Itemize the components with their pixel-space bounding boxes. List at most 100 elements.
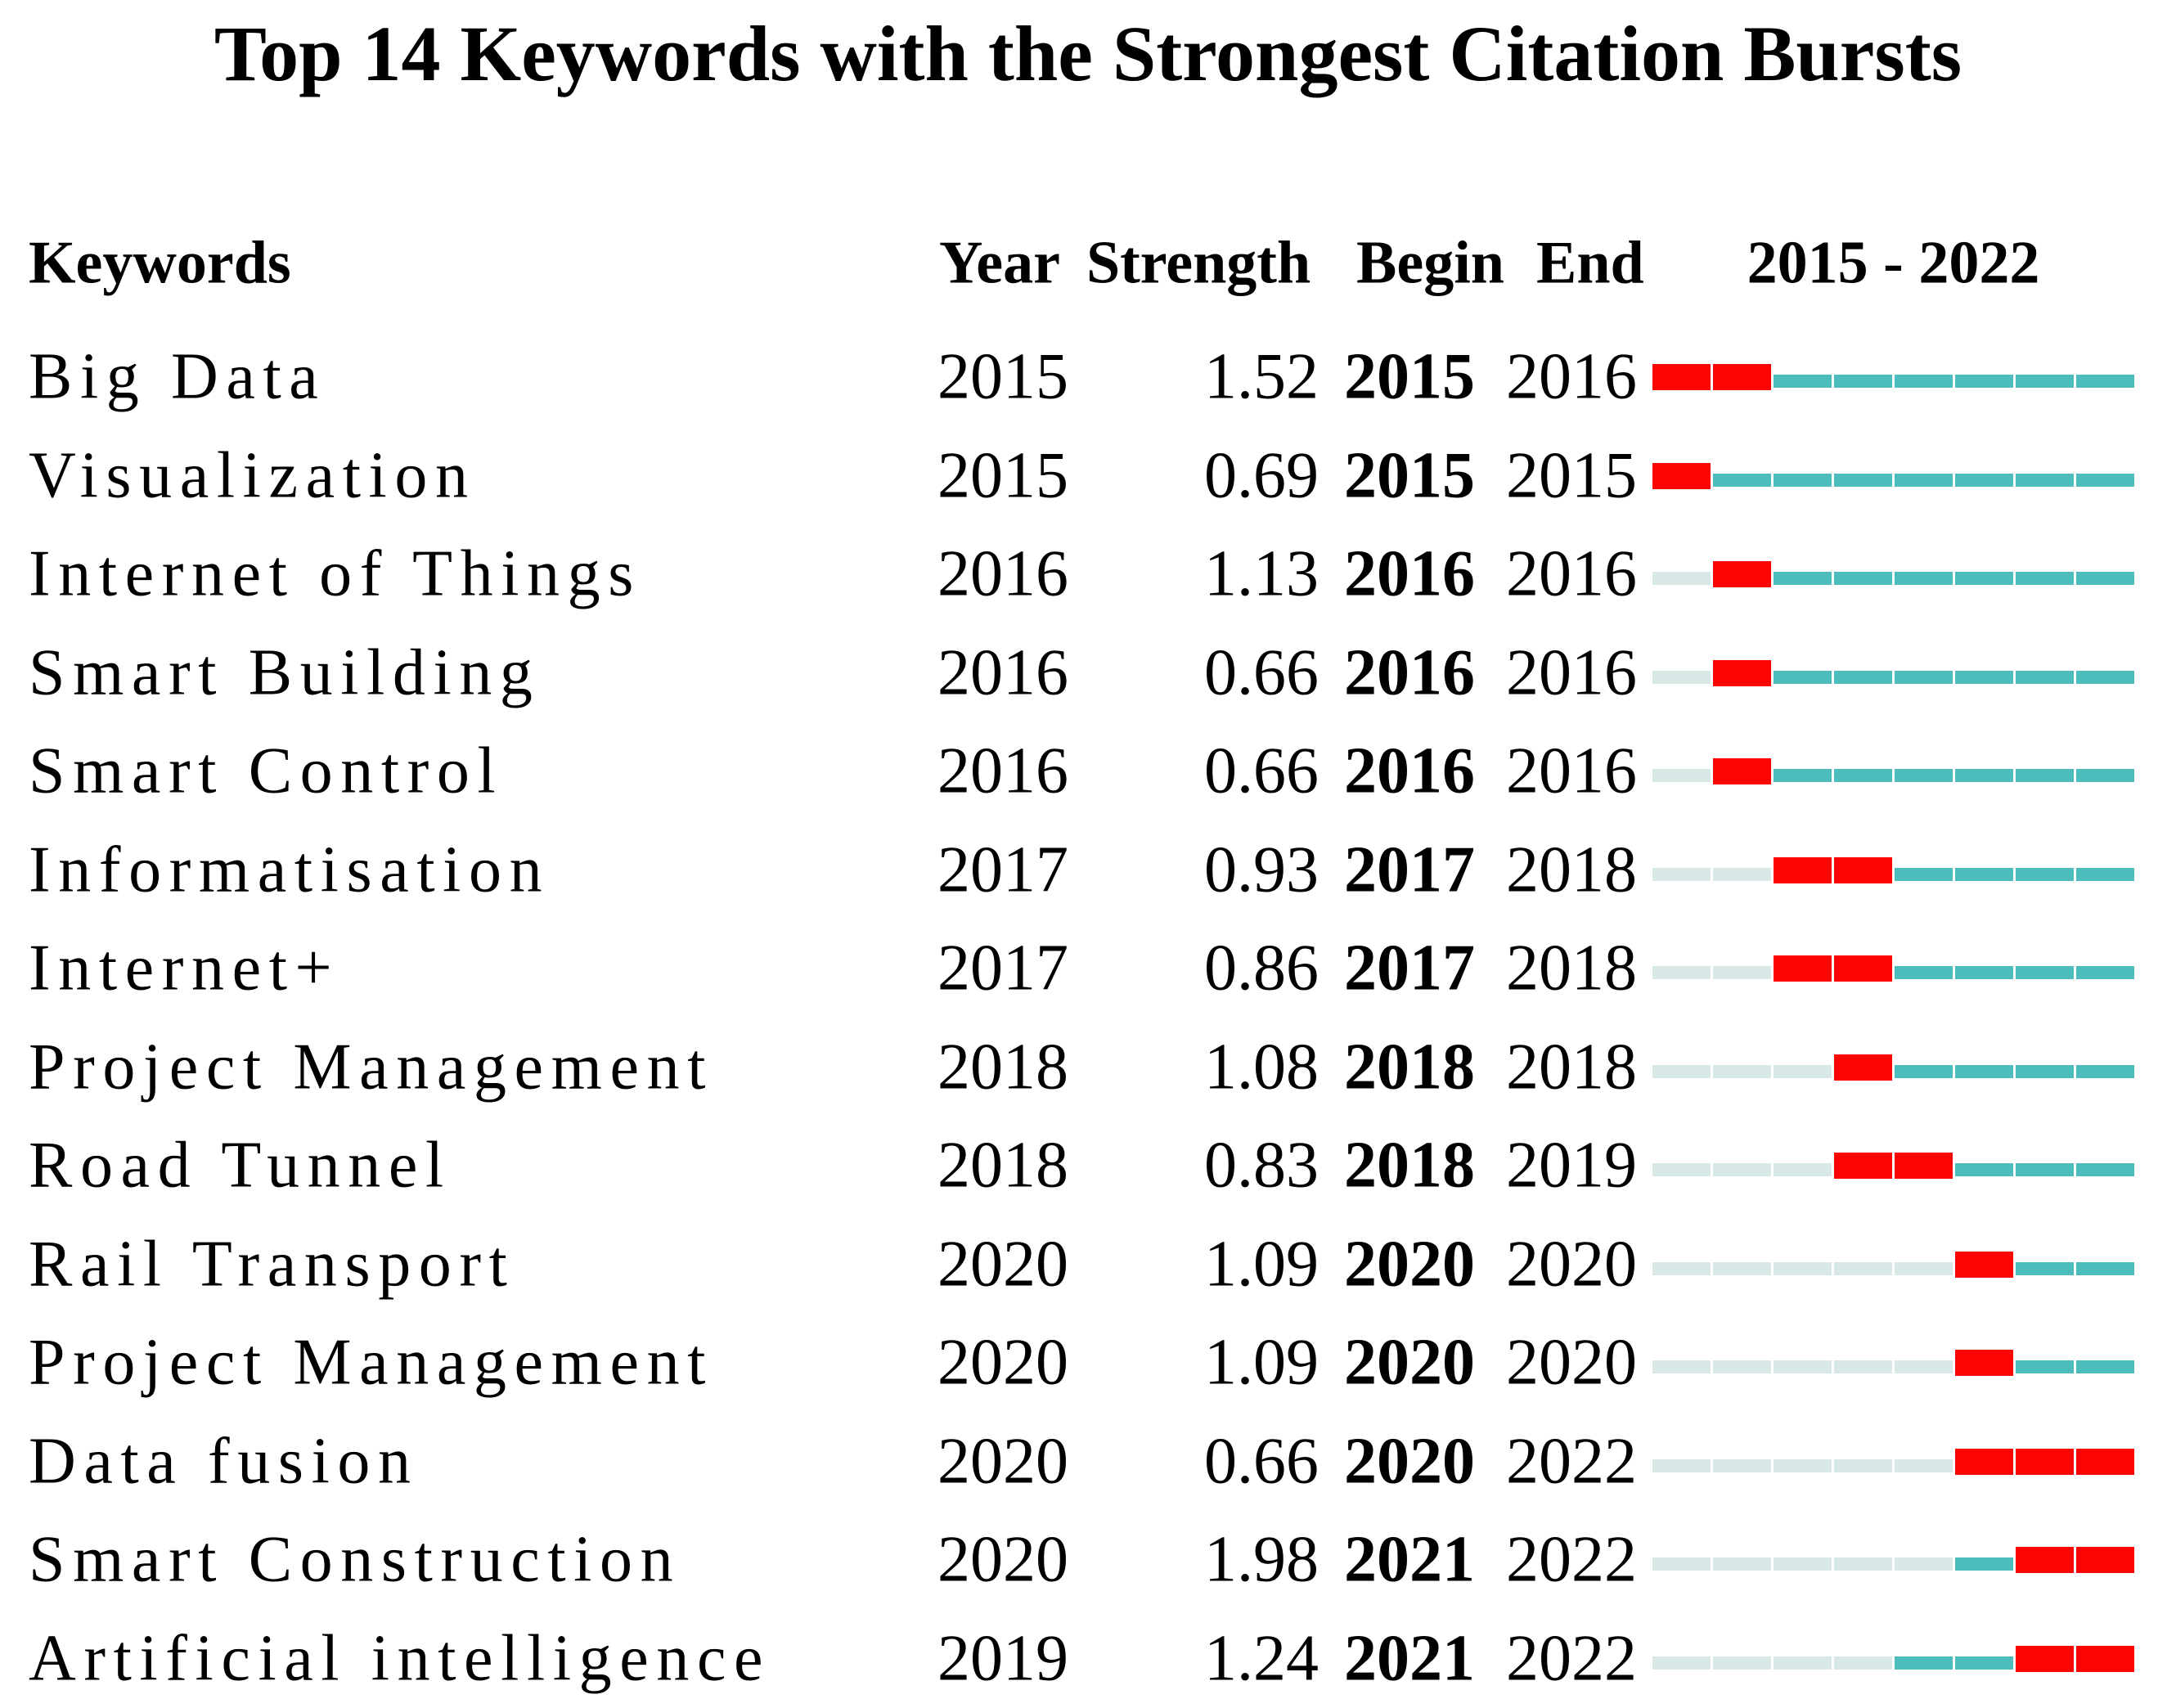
timeline-segment-active [1895, 966, 1953, 979]
timeline-segment-pre [1713, 1064, 1771, 1078]
timeline-segment-active [1834, 572, 1892, 585]
timeline-segment-active [2076, 1064, 2134, 1078]
timeline-segment-pre [1774, 1459, 1832, 1472]
year-value: 2020 [937, 1523, 1068, 1596]
end-value: 2015 [1506, 439, 1637, 511]
header-begin: Begin [1356, 229, 1504, 297]
timeline-segment-pre [1652, 1459, 1711, 1472]
timeline-segment-burst [2076, 1547, 2134, 1573]
timeline-segment-burst [1774, 955, 1832, 982]
keyword-label: Smart Construction [29, 1523, 681, 1596]
timeline-segment-pre [1895, 1459, 1953, 1472]
end-value: 2016 [1506, 537, 1637, 610]
timeline-segment-burst [2016, 1547, 2074, 1573]
timeline-segment-active [2076, 867, 2134, 881]
timeline [1652, 1251, 2134, 1278]
timeline-segment-pre [1834, 1360, 1892, 1373]
timeline-segment-active [1955, 572, 2013, 585]
table-row: Project Management 2020 1.09 2020 2020 [0, 1314, 2176, 1412]
timeline-segment-pre [1774, 1360, 1832, 1373]
keyword-label: Smart Control [29, 735, 504, 807]
keyword-label: Data fusion [29, 1425, 419, 1497]
begin-value: 2021 [1344, 1523, 1475, 1596]
timeline-segment-active [2016, 966, 2074, 979]
timeline-segment-pre [1713, 1360, 1771, 1373]
timeline-segment-active [1834, 670, 1892, 684]
begin-value: 2016 [1344, 537, 1475, 610]
timeline [1652, 1153, 2134, 1179]
timeline-segment-burst [2016, 1645, 2074, 1672]
timeline [1652, 1350, 2134, 1376]
timeline-segment-pre [1652, 867, 1711, 881]
end-value: 2018 [1506, 932, 1637, 1005]
timeline-segment-pre [1652, 572, 1711, 585]
timeline-segment-pre [1774, 1261, 1832, 1275]
strength-value: 0.86 [1204, 932, 1319, 1005]
strength-value: 1.09 [1204, 1228, 1319, 1300]
timeline-segment-active [1774, 670, 1832, 684]
timeline [1652, 561, 2134, 587]
timeline-segment-active [1955, 375, 2013, 388]
timeline [1652, 955, 2134, 982]
timeline [1652, 1645, 2134, 1672]
header-year-range: 2015 - 2022 [1747, 229, 2040, 297]
timeline-segment-pre [1713, 966, 1771, 979]
strength-value: 1.08 [1204, 1031, 1319, 1103]
timeline-segment-active [1955, 670, 2013, 684]
timeline-segment-active [1895, 670, 1953, 684]
timeline-segment-pre [1713, 1163, 1771, 1176]
end-value: 2020 [1506, 1326, 1637, 1399]
end-value: 2022 [1506, 1425, 1637, 1497]
table-row: Rail Transport 2020 1.09 2020 2020 [0, 1216, 2176, 1314]
begin-value: 2016 [1344, 636, 1475, 708]
timeline [1652, 856, 2134, 883]
strength-value: 1.52 [1204, 340, 1319, 413]
timeline-segment-burst [1955, 1448, 2013, 1475]
keyword-label: Project Management [29, 1326, 714, 1399]
timeline-segment-active [1895, 375, 1953, 388]
timeline-segment-active [2076, 1360, 2134, 1373]
timeline-segment-burst [1834, 1153, 1892, 1179]
timeline-segment-active [2076, 1261, 2134, 1275]
end-value: 2019 [1506, 1129, 1637, 1202]
timeline-segment-pre [1652, 769, 1711, 782]
timeline-segment-active [1834, 473, 1892, 487]
strength-value: 0.83 [1204, 1129, 1319, 1202]
timeline-segment-pre [1652, 1261, 1711, 1275]
timeline [1652, 1448, 2134, 1475]
keyword-label: Artificial intelligence [29, 1622, 771, 1694]
keyword-label: Rail Transport [29, 1228, 515, 1300]
timeline-segment-active [1955, 1163, 2013, 1176]
table-row: Road Tunnel 2018 0.83 2018 2019 [0, 1117, 2176, 1215]
begin-value: 2021 [1344, 1622, 1475, 1694]
timeline-segment-active [1955, 1656, 2013, 1670]
strength-value: 0.69 [1204, 439, 1319, 511]
header-end: End [1536, 229, 1644, 297]
end-value: 2016 [1506, 340, 1637, 413]
year-value: 2020 [937, 1326, 1068, 1399]
year-value: 2015 [937, 439, 1068, 511]
timeline-segment-active [1774, 375, 1832, 388]
keyword-label: Smart Building [29, 636, 541, 708]
timeline [1652, 1054, 2134, 1081]
timeline-segment-active [2016, 375, 2074, 388]
header-strength: Strength [1086, 229, 1311, 297]
timeline-segment-pre [1652, 1656, 1711, 1670]
keyword-label: Informatisation [29, 834, 551, 906]
timeline-segment-burst [1713, 659, 1771, 686]
year-value: 2016 [937, 735, 1068, 807]
begin-value: 2015 [1344, 439, 1475, 511]
timeline-segment-burst [1713, 364, 1771, 390]
strength-value: 0.66 [1204, 1425, 1319, 1497]
table-row: Data fusion 2020 0.66 2020 2022 [0, 1413, 2176, 1511]
timeline-segment-active [2076, 769, 2134, 782]
year-value: 2015 [937, 340, 1068, 413]
keyword-label: Internet+ [29, 932, 340, 1005]
end-value: 2022 [1506, 1622, 1637, 1694]
timeline-segment-pre [1834, 1261, 1892, 1275]
timeline-segment-pre [1895, 1557, 1953, 1571]
timeline-segment-burst [1895, 1153, 1953, 1179]
year-value: 2016 [937, 537, 1068, 610]
timeline-segment-active [2076, 966, 2134, 979]
keyword-label: Project Management [29, 1031, 714, 1103]
